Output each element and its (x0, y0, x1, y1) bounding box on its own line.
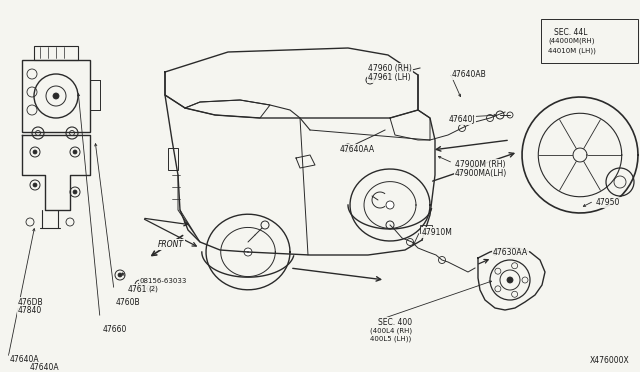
Text: 47640A: 47640A (10, 355, 40, 364)
Text: 47840: 47840 (18, 306, 42, 315)
Text: FRONT: FRONT (158, 240, 184, 249)
Text: (2): (2) (148, 286, 158, 292)
Circle shape (73, 150, 77, 154)
Bar (168, 148, 178, 170)
Circle shape (33, 183, 37, 187)
Text: 47610G: 47610G (128, 285, 158, 294)
Text: 4760B: 4760B (116, 298, 141, 307)
Circle shape (73, 190, 77, 194)
Text: FRONT: FRONT (158, 240, 184, 249)
Text: 47640AB: 47640AB (452, 70, 487, 79)
Text: (400L4 (RH): (400L4 (RH) (370, 327, 412, 334)
Circle shape (118, 273, 122, 277)
Circle shape (138, 283, 142, 287)
Bar (34, 46, 78, 60)
Circle shape (507, 277, 513, 283)
Text: SEC. 44L: SEC. 44L (554, 28, 588, 37)
Text: 47950: 47950 (596, 198, 620, 207)
Text: 47900M (RH): 47900M (RH) (455, 160, 506, 169)
Circle shape (386, 201, 394, 209)
Text: 476DB: 476DB (18, 298, 44, 307)
Text: 400L5 (LH)): 400L5 (LH)) (370, 336, 412, 343)
Circle shape (53, 93, 59, 99)
Circle shape (33, 150, 37, 154)
Text: (44000M(RH): (44000M(RH) (548, 38, 595, 45)
Text: 47960 (RH): 47960 (RH) (368, 64, 412, 73)
Text: 47640AA: 47640AA (340, 145, 375, 154)
Text: 47961 (LH): 47961 (LH) (368, 73, 411, 82)
Bar (420, 225, 432, 233)
Text: 47640A: 47640A (30, 363, 60, 372)
Circle shape (244, 248, 252, 256)
Text: 47640J: 47640J (449, 115, 476, 124)
Text: 47910M: 47910M (422, 228, 453, 237)
Text: 08156-63033: 08156-63033 (140, 278, 188, 284)
Text: 47660: 47660 (103, 325, 127, 334)
Text: SEC. 400: SEC. 400 (378, 318, 412, 327)
Text: 44010M (LH)): 44010M (LH)) (548, 47, 596, 54)
Bar (22, 60, 90, 132)
Text: X476000X: X476000X (590, 356, 630, 365)
Text: 47630AA: 47630AA (493, 248, 528, 257)
Text: 47900MA(LH): 47900MA(LH) (455, 169, 508, 178)
